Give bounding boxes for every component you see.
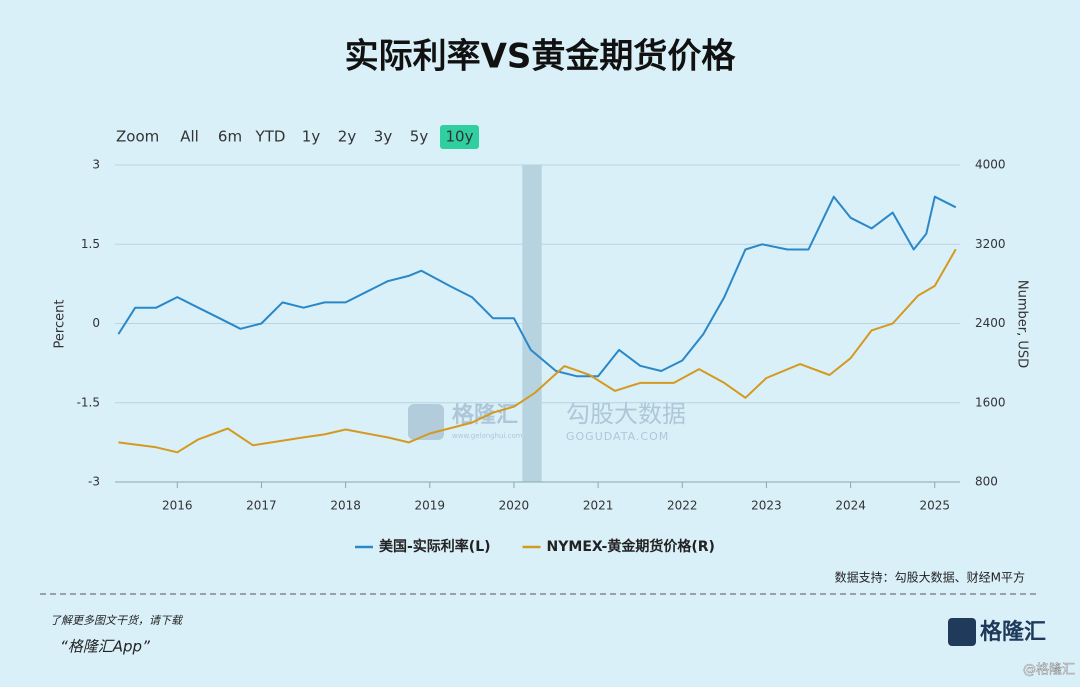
range-button[interactable]: 10y — [446, 128, 474, 146]
y2-tick-label: 4000 — [975, 158, 1006, 172]
watermark-source: 勾股大数据 — [566, 400, 686, 428]
chart-title: 实际利率VS黄金期货价格 — [345, 37, 737, 77]
range-button[interactable]: 2y — [338, 128, 357, 146]
x-tick-label: 2021 — [583, 499, 614, 513]
logo: 格隆汇 — [980, 619, 1046, 645]
corner-watermark: @格隆汇 — [1023, 662, 1075, 678]
y-tick-label: 0 — [92, 316, 100, 330]
y-tick-label: -3 — [88, 475, 100, 489]
watermark: 格隆汇 www.gelonghui.com 勾股大数据 GOGUDATA.COM — [408, 400, 686, 443]
watermark-brand: 格隆汇 — [452, 402, 518, 428]
x-tick-label: 2022 — [667, 499, 698, 513]
watermark-source-url: GOGUDATA.COM — [566, 430, 669, 443]
data-line — [118, 248, 957, 454]
x-tick-label: 2017 — [246, 499, 277, 513]
data-line — [117, 195, 957, 378]
y2-tick-label: 800 — [975, 475, 998, 489]
x-tick-label: 2023 — [751, 499, 782, 513]
range-button[interactable]: YTD — [255, 128, 286, 146]
range-button[interactable]: 3y — [374, 128, 393, 146]
legend-label[interactable]: NYMEX-黄金期货价格(R) — [547, 538, 715, 555]
y2-tick-label: 2400 — [975, 316, 1006, 330]
range-button[interactable]: 6m — [218, 128, 242, 146]
x-tick-label: 2025 — [919, 499, 950, 513]
logo-icon — [948, 618, 976, 646]
y-tick-label: -1.5 — [77, 395, 100, 409]
x-tick-label: 2018 — [330, 499, 361, 513]
range-button-bg[interactable] — [440, 125, 479, 149]
range-button[interactable]: 5y — [410, 128, 429, 146]
x-tick-label: 2016 — [162, 499, 193, 513]
legend-label[interactable]: 美国-实际利率(L) — [379, 538, 491, 555]
x-tick-label: 2020 — [499, 499, 530, 513]
footer-app: “格隆汇App” — [60, 638, 150, 656]
y-axis-label: Percent — [53, 300, 68, 349]
y2-tick-label: 3200 — [975, 237, 1006, 251]
y2-tick-label: 1600 — [975, 395, 1006, 409]
range-button[interactable]: All — [180, 128, 199, 146]
range-button[interactable]: 1y — [302, 128, 321, 146]
zoom-label: Zoom — [116, 128, 159, 146]
x-tick-label: 2019 — [414, 499, 445, 513]
watermark-url: www.gelonghui.com — [452, 432, 523, 440]
y-tick-label: 1.5 — [81, 237, 100, 251]
y2-axis-label: Number, USD — [1015, 280, 1030, 368]
y-tick-label: 3 — [92, 158, 100, 172]
x-tick-label: 2024 — [835, 499, 866, 513]
source: 数据支持：勾股大数据、财经M平方 — [835, 570, 1025, 585]
footer-text: 了解更多图文干货，请下载 — [50, 614, 184, 627]
watermark-icon — [408, 404, 444, 440]
